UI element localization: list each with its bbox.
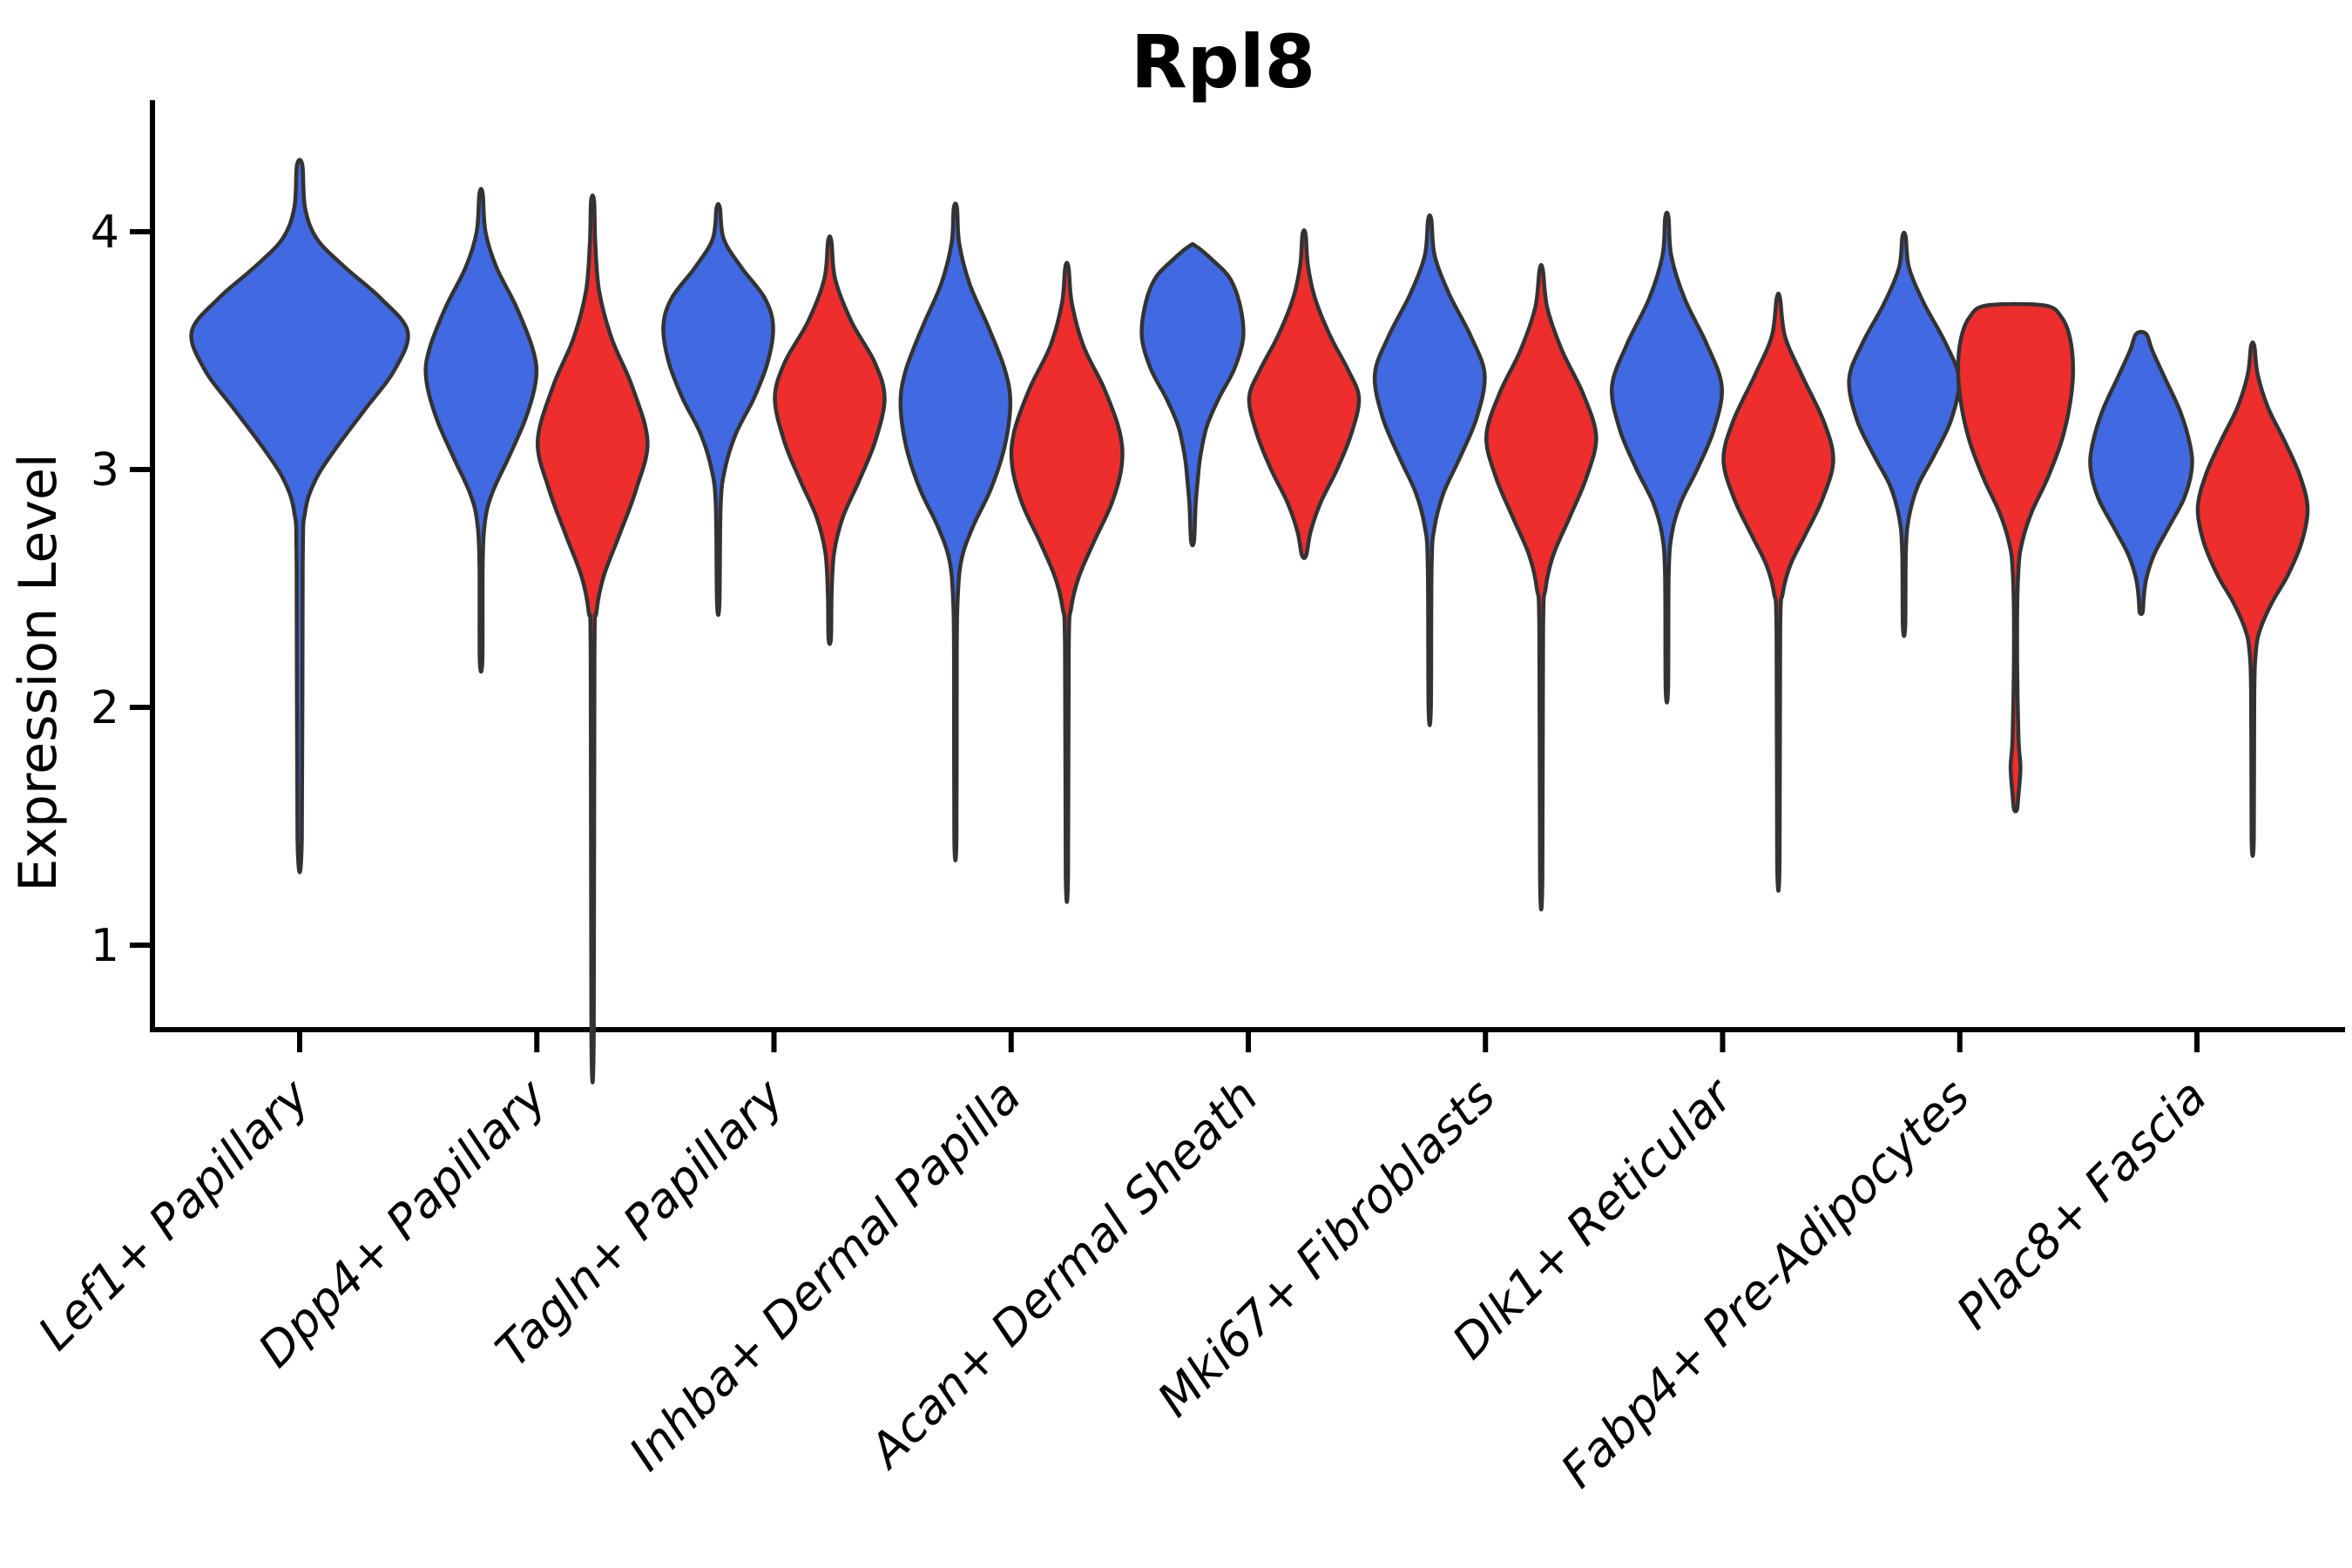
x-tick-label-acan-dermal-sheath: Acan+ Dermal Sheath (857, 1069, 1268, 1480)
violin-mki67-fibroblasts-red (1484, 262, 1598, 912)
x-tick-label-plac8-fascia: Plac8+ Fascia (1946, 1069, 2217, 1340)
violin-dpp4-papillary-red (536, 193, 650, 1085)
x-tick-label-fabp4-pre-adipocytes: Fabp4+ Pre-Adipocytes (1551, 1069, 1980, 1498)
violin-dlk1-reticular-red (1721, 291, 1835, 893)
y-axis-title: Expression Level (8, 453, 69, 891)
violin-acan-dermal-sheath-red (1247, 228, 1362, 560)
y-tick-label-3: 3 (91, 444, 119, 497)
y-tick-label-1: 1 (91, 920, 119, 972)
violin-inhba-dermal-papilla-blue (898, 201, 1013, 862)
violin-dlk1-reticular-blue (1610, 210, 1724, 705)
violin-dpp4-papillary-blue (423, 186, 539, 674)
violin-acan-dermal-sheath-blue (1139, 242, 1246, 548)
violin-inhba-dermal-papilla-red (1009, 260, 1125, 904)
y-tick-label-4: 4 (91, 206, 119, 259)
violin-mki67-fibroblasts-blue (1372, 213, 1487, 727)
y-tick-label-2: 2 (91, 682, 119, 734)
violin-tagln-papillary-red (773, 234, 887, 646)
violin-plac8-fascia-red (2195, 340, 2310, 858)
violin-fabp4-pre-adipocytes-red (1956, 301, 2076, 814)
violin-lef1-papillary-blue (189, 158, 410, 875)
violin-tagln-papillary-blue (661, 202, 775, 618)
violin-fabp4-pre-adipocytes-blue (1847, 230, 1962, 639)
chart-title: Rpl8 (1131, 19, 1315, 105)
violin-plac8-fascia-blue (2088, 329, 2194, 617)
x-tick-label-inhba-dermal-papilla: Inhba+ Dermal Papilla (618, 1069, 1031, 1482)
